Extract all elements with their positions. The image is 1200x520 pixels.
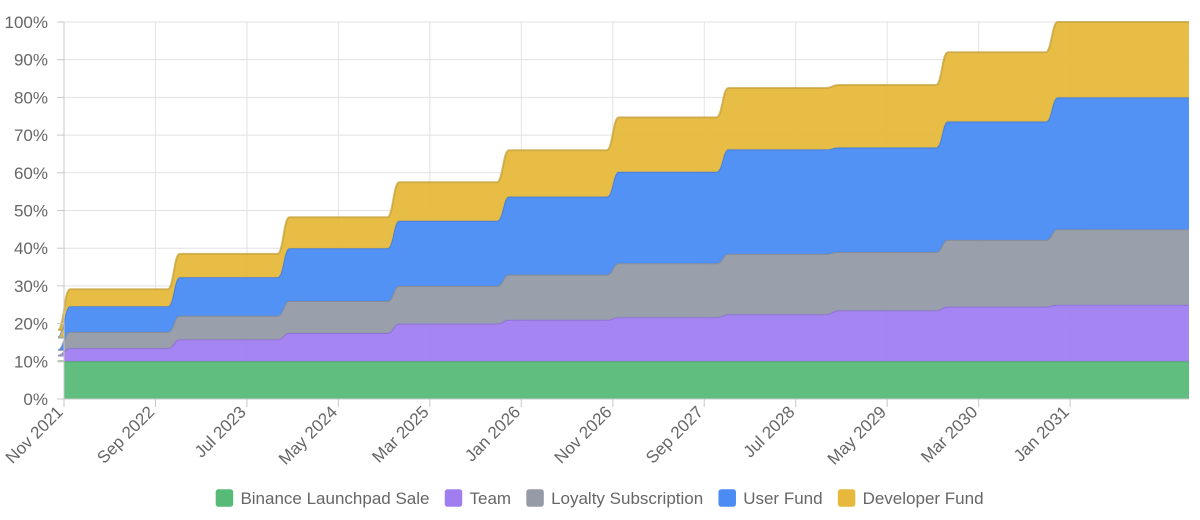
x-tick-label: Nov 2021: [2, 402, 67, 467]
legend-item-developer-fund[interactable]: Developer Fund: [837, 489, 984, 508]
y-tick-label: 90%: [14, 51, 48, 70]
x-tick-label: Jan 2031: [1010, 402, 1073, 465]
y-tick-label: 50%: [14, 202, 48, 221]
legend[interactable]: Binance Launchpad Sale Team Loyalty Subscr…: [215, 489, 984, 508]
legend-label: Developer Fund: [863, 489, 984, 508]
legend-swatch: [444, 489, 463, 507]
legend-swatch: [215, 489, 234, 507]
legend-item-user-fund[interactable]: User Fund: [718, 489, 823, 508]
y-tick-label: 70%: [14, 126, 48, 145]
legend-item-team[interactable]: Team: [444, 489, 511, 508]
x-tick-label: Sep 2027: [642, 402, 707, 467]
legend-swatch: [718, 489, 736, 507]
area-binance-launchpad-sale[interactable]: [58, 361, 1189, 399]
x-tick-label: Mar 2030: [917, 402, 981, 466]
x-tick-label: Mar 2025: [368, 402, 432, 466]
area-developer-fund[interactable]: [58, 22, 1189, 338]
x-tick-label: Nov 2026: [551, 402, 616, 467]
y-tick-label: 30%: [14, 277, 48, 296]
y-tick-label: 20%: [14, 315, 48, 334]
y-tick-label: 0%: [23, 390, 48, 409]
y-tick-label: 80%: [14, 88, 48, 107]
legend-label: User Fund: [743, 489, 822, 508]
line-developer-fund: [57, 21, 1189, 332]
y-tick-label: 40%: [14, 239, 48, 258]
x-tick-label: May 2029: [824, 402, 890, 468]
y-tick-label: 100%: [5, 13, 48, 32]
areas: [57, 21, 1190, 399]
area-team[interactable]: [58, 304, 1189, 362]
x-tick-label: Jul 2028: [740, 402, 799, 461]
area-loyalty-subscription[interactable]: [58, 229, 1189, 356]
legend-item-loyalty-subscription[interactable]: Loyalty Subscription: [526, 489, 703, 508]
y-tick-label: 10%: [14, 352, 48, 371]
legend-label: Binance Launchpad Sale: [240, 489, 429, 508]
legend-label: Loyalty Subscription: [551, 489, 703, 508]
x-tick-label: Jan 2026: [461, 402, 524, 465]
legend-label: Team: [469, 489, 511, 508]
y-tick-label: 60%: [14, 164, 48, 183]
x-tick-label: May 2024: [275, 402, 341, 468]
legend-swatch: [837, 489, 856, 507]
x-tick-label: Jul 2023: [191, 402, 250, 461]
area-user-fund[interactable]: [58, 97, 1189, 351]
legend-item-binance-launchpad-sale[interactable]: Binance Launchpad Sale: [215, 489, 429, 508]
legend-swatch: [526, 489, 544, 507]
x-tick-label: Sep 2022: [93, 402, 158, 467]
